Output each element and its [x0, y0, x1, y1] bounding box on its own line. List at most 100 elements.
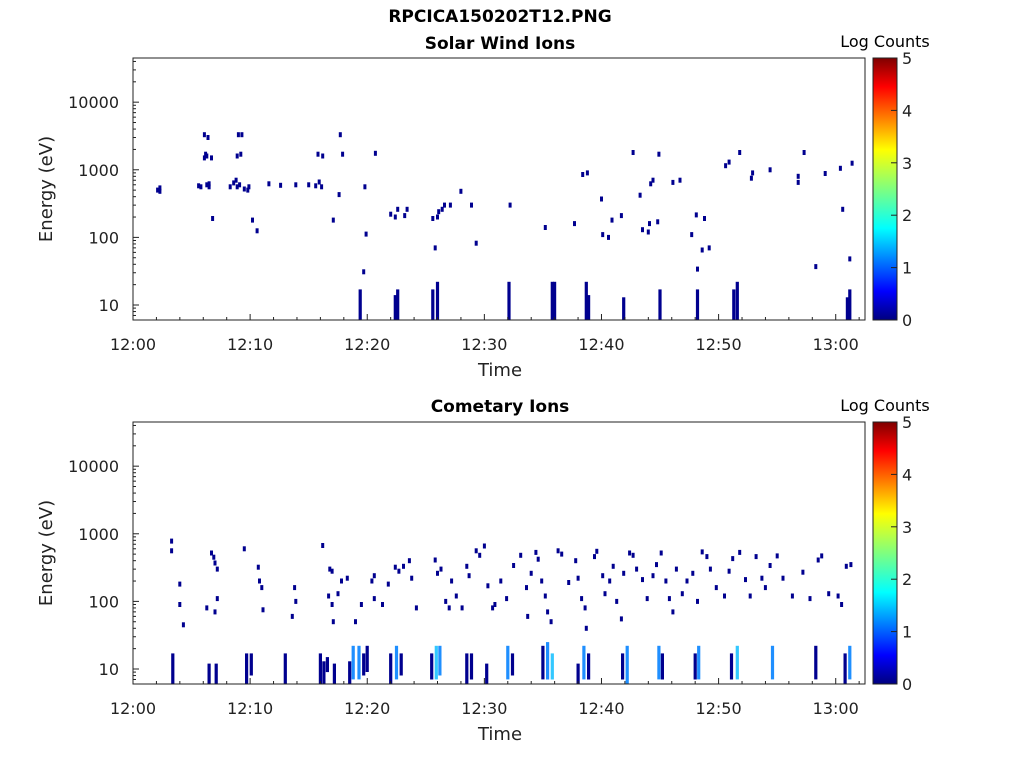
data-point: [363, 184, 367, 190]
data-point: [460, 605, 464, 611]
data-point: [696, 266, 699, 272]
data-bar: [399, 653, 403, 676]
x-tick-label: 12:30: [461, 335, 507, 354]
x-tick-label: 12:40: [578, 699, 624, 718]
data-point: [608, 578, 612, 584]
data-point: [234, 177, 238, 183]
data-point: [664, 578, 668, 584]
data-point: [760, 575, 764, 581]
data-point: [170, 538, 174, 544]
data-point: [340, 578, 343, 584]
data-point: [242, 546, 246, 552]
data-point: [607, 234, 610, 240]
data-point: [525, 585, 528, 591]
data-point: [307, 182, 311, 188]
data-point: [232, 180, 236, 186]
data-point: [235, 153, 239, 159]
data-bar: [814, 645, 818, 680]
data-point: [796, 179, 800, 185]
data-bar: [318, 653, 322, 684]
data-point: [638, 192, 642, 198]
data-point: [331, 217, 335, 223]
data-point: [206, 135, 210, 140]
data-point: [213, 560, 217, 566]
data-point: [593, 554, 596, 560]
data-point: [345, 575, 349, 581]
colorbar: 0 1 2 3 4 5 Log Counts: [840, 396, 930, 694]
x-axis: 12:00 12:10 12:20 12:30 12:40 12:50 13:00: [110, 678, 860, 718]
data-bar: [389, 653, 393, 684]
data-point: [330, 602, 334, 607]
data-point: [657, 151, 661, 157]
data-point: [443, 202, 446, 208]
data-point: [403, 213, 407, 219]
data-point: [848, 256, 852, 262]
data-point: [213, 609, 217, 615]
data-point: [341, 151, 345, 157]
data-point: [397, 568, 401, 574]
data-point: [580, 596, 584, 602]
y-tick-label: 1000: [78, 525, 119, 544]
data-point: [389, 211, 393, 217]
data-point: [619, 616, 623, 622]
y-tick-label: 10000: [68, 457, 119, 476]
data-point: [667, 596, 671, 602]
data-point: [260, 585, 264, 591]
data-point: [656, 219, 660, 225]
data-point: [738, 150, 742, 155]
data-point: [680, 591, 684, 597]
data-point: [749, 175, 753, 181]
data-bar: [621, 653, 625, 680]
data-point: [583, 605, 587, 611]
colorbar-tick-label: 3: [902, 518, 912, 537]
data-point: [444, 598, 448, 604]
data-point: [207, 181, 211, 187]
data-point: [251, 217, 254, 223]
data-point: [574, 558, 578, 564]
colorbar-tick-label: 1: [902, 623, 912, 642]
data-point: [410, 575, 414, 581]
data-point: [235, 184, 239, 190]
data-bar: [735, 645, 739, 680]
data-bar: [622, 297, 626, 320]
data-point: [447, 605, 451, 611]
data-point: [381, 602, 384, 607]
data-point: [372, 596, 376, 602]
data-point: [576, 575, 580, 581]
data-point: [267, 181, 271, 187]
data-point: [611, 563, 615, 569]
colorbar-title: Log Counts: [840, 32, 930, 51]
data-point: [373, 150, 377, 156]
solar-wind-panel: Solar Wind Ions 12:00 12:10 12:20 12:30 12:4…: [36, 32, 930, 381]
x-tick-label: 12:30: [461, 699, 507, 718]
data-point: [801, 569, 805, 575]
data-point: [816, 557, 820, 563]
data-point: [540, 578, 544, 584]
data-point: [700, 247, 704, 253]
data-point: [197, 183, 201, 189]
data-point: [238, 182, 242, 188]
data-point: [543, 593, 547, 599]
colorbar-scale: [872, 421, 898, 685]
data-bar: [770, 645, 775, 680]
data-bar: [541, 645, 545, 680]
data-point: [690, 232, 694, 238]
data-point: [290, 613, 294, 619]
data-point: [696, 598, 699, 604]
data-bar: [507, 281, 511, 320]
data-point: [619, 213, 623, 219]
colorbar: 0 1 2 3 4 5 Log Counts: [840, 32, 930, 330]
data-bar: [584, 281, 588, 320]
data-point: [768, 563, 772, 568]
data-point: [359, 602, 363, 607]
data-point: [228, 184, 232, 190]
data-bar: [351, 645, 355, 680]
data-point: [814, 264, 818, 270]
data-bar: [431, 289, 435, 320]
data-point: [321, 153, 325, 159]
data-bar: [469, 653, 474, 680]
data-point: [705, 554, 709, 560]
data-bar: [625, 645, 629, 684]
data-point: [536, 556, 540, 562]
